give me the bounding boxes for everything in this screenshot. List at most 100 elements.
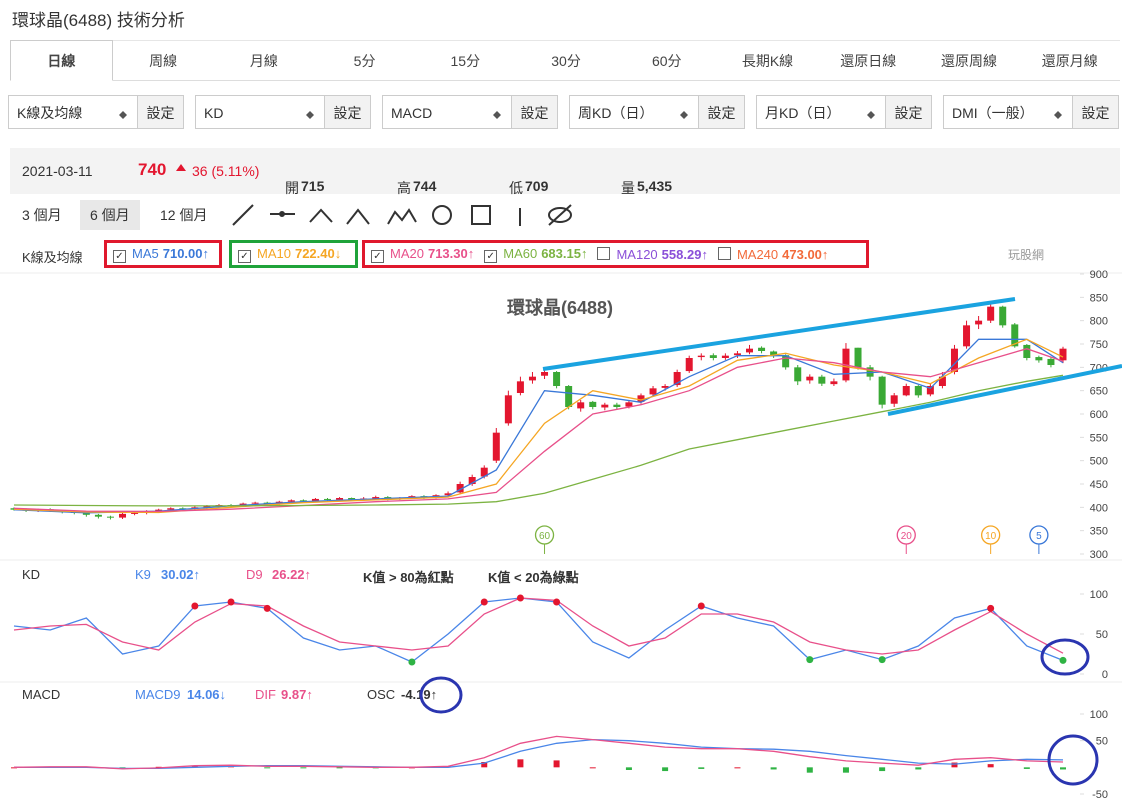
- tab[interactable]: 15分: [414, 40, 516, 80]
- select-box[interactable]: DMI（一般）: [943, 95, 1073, 129]
- candle-body: [155, 509, 163, 512]
- candle-body: [854, 347, 862, 368]
- tab[interactable]: 30分: [515, 40, 617, 80]
- select-box[interactable]: 月KD（日）: [756, 95, 886, 129]
- candle-body: [661, 386, 669, 388]
- checkbox[interactable]: ✓: [113, 249, 126, 263]
- settings-button[interactable]: 設定: [1073, 95, 1119, 129]
- ma-item[interactable]: ✓ MA5 710.00↑: [113, 246, 209, 263]
- series-line: [13, 348, 1064, 513]
- candle-body: [1035, 357, 1043, 361]
- legend-name: K9: [135, 567, 151, 582]
- candle-body: [480, 467, 488, 477]
- select-box[interactable]: 周KD（日）: [569, 95, 699, 129]
- series-line: [13, 597, 1064, 655]
- tab[interactable]: 60分: [616, 40, 718, 80]
- y-tick-label: 550: [1090, 432, 1108, 444]
- legend-latest: 30.02: [161, 567, 194, 582]
- y-tick-label: 850: [1090, 292, 1108, 304]
- marker-label: 20: [901, 531, 913, 542]
- select-group: MACD 設定: [382, 95, 558, 129]
- quote-value: 744: [413, 178, 437, 194]
- range-button[interactable]: 12 個月: [160, 207, 208, 223]
- candle-body: [10, 508, 18, 510]
- osc-bar: [662, 767, 669, 772]
- settings-button[interactable]: 設定: [886, 95, 932, 129]
- candle-body: [794, 367, 802, 382]
- y-tick-label: 500: [1090, 456, 1108, 468]
- settings-button[interactable]: 設定: [512, 95, 558, 129]
- quote-label: 開: [285, 180, 299, 196]
- candle-body: [625, 402, 633, 407]
- select-group: KD 設定: [195, 95, 371, 129]
- ma-arrow: ↑: [701, 246, 708, 262]
- ma-item[interactable]: MA240 473.00↑: [717, 246, 828, 262]
- osc-bar: [1060, 767, 1066, 770]
- candle-body: [697, 355, 705, 358]
- candle-body: [106, 516, 114, 518]
- osc-bar: [589, 767, 596, 769]
- tab[interactable]: 周線: [112, 40, 214, 80]
- marker-label: 60: [539, 531, 551, 542]
- kd-dot: [1059, 656, 1067, 664]
- candle-body: [565, 386, 573, 407]
- select-group: DMI（一般） 設定: [943, 95, 1119, 129]
- candle-body: [541, 372, 549, 376]
- tab[interactable]: 月線: [213, 40, 315, 80]
- tab[interactable]: 長期K線: [717, 40, 818, 80]
- tab[interactable]: 還原月線: [1019, 40, 1121, 80]
- checkbox[interactable]: ✓: [238, 249, 251, 263]
- legend-latest: 26.22: [272, 567, 305, 582]
- candle-body: [167, 508, 175, 510]
- select-box[interactable]: KD: [195, 95, 325, 129]
- tab[interactable]: 還原周線: [918, 40, 1020, 80]
- select-box[interactable]: MACD: [382, 95, 512, 129]
- ma-name: MA20: [390, 245, 424, 261]
- ma-name: MA10: [257, 245, 291, 261]
- legend-arrow: ↑: [306, 687, 313, 702]
- candle-body: [963, 325, 971, 347]
- range-button[interactable]: 3 個月: [22, 207, 62, 223]
- ma-item[interactable]: ✓ MA20 713.30↑: [371, 246, 474, 263]
- ma-item[interactable]: ✓ MA10 722.40↓: [238, 246, 341, 263]
- checkbox[interactable]: ✓: [371, 249, 384, 263]
- kd-dot: [191, 602, 199, 610]
- candle-body: [1059, 348, 1067, 361]
- settings-button[interactable]: 設定: [699, 95, 745, 129]
- checkbox[interactable]: [597, 246, 611, 260]
- range-button[interactable]: 6 個月: [80, 200, 140, 230]
- checkbox[interactable]: ✓: [484, 249, 498, 263]
- osc-bar: [264, 767, 271, 769]
- candle-body: [758, 347, 766, 351]
- legend-arrow: ↑: [430, 687, 438, 702]
- quote-change: 36 (5.11%): [192, 163, 260, 179]
- osc-bar: [770, 767, 777, 770]
- candle-body: [323, 498, 331, 500]
- legend-arrow: ↓: [219, 687, 227, 702]
- osc-bar: [951, 762, 958, 768]
- legend-name: OSC: [367, 687, 396, 702]
- ma-item[interactable]: ✓ MA60 683.15↑: [484, 246, 587, 263]
- ma-item[interactable]: MA120 558.29↑: [597, 246, 708, 262]
- tab[interactable]: 還原日線: [817, 40, 919, 80]
- y-tick-label: 400: [1090, 502, 1108, 514]
- legend-arrow: ↑: [193, 567, 201, 582]
- select-group: 周KD（日） 設定: [569, 95, 745, 129]
- drawing-tools[interactable]: [225, 198, 585, 232]
- settings-button[interactable]: 設定: [325, 95, 371, 129]
- candle-body: [890, 395, 898, 404]
- tab[interactable]: 5分: [314, 40, 415, 80]
- series-line: [13, 338, 1064, 514]
- series-line: [14, 738, 1064, 770]
- tab[interactable]: 日線: [10, 40, 113, 81]
- osc-bar: [553, 760, 560, 768]
- ma-name: MA60: [503, 245, 538, 261]
- circle-annotation: [1040, 638, 1090, 676]
- candle-body: [94, 514, 102, 517]
- checkbox[interactable]: [717, 246, 731, 260]
- y-tick-label: 800: [1090, 316, 1108, 328]
- circle-annotation: [1047, 734, 1099, 786]
- select-box[interactable]: K線及均線: [8, 95, 138, 129]
- osc-bar: [987, 764, 994, 768]
- settings-button[interactable]: 設定: [138, 95, 184, 129]
